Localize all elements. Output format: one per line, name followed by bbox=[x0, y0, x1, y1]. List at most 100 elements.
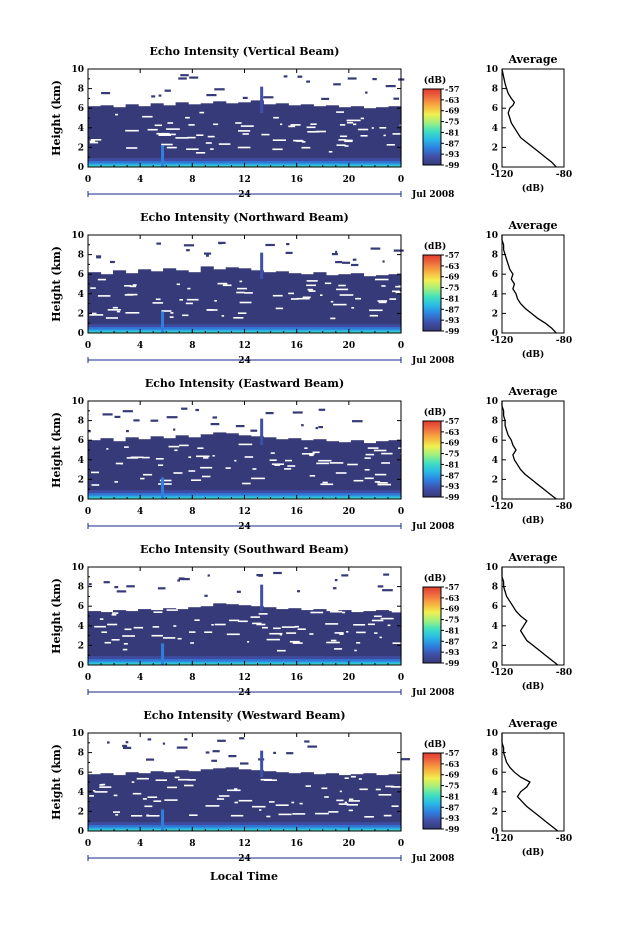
y-tick-label: 2 bbox=[78, 641, 84, 651]
echo-gap bbox=[339, 633, 344, 635]
x-tick-label: 0 bbox=[398, 673, 404, 683]
echo-gap bbox=[131, 781, 135, 783]
echo-gap bbox=[166, 128, 180, 130]
echo-column bbox=[388, 611, 402, 665]
echo-gap bbox=[296, 297, 310, 300]
echo-patch bbox=[207, 574, 210, 577]
echo-gap bbox=[237, 287, 247, 290]
echo-patch bbox=[205, 254, 209, 257]
echo-patch bbox=[211, 759, 217, 762]
echo-gap bbox=[222, 284, 232, 287]
echo-gap bbox=[309, 454, 314, 457]
echo-column bbox=[213, 603, 227, 665]
echo-gap bbox=[204, 631, 213, 633]
echo-patch bbox=[370, 247, 381, 250]
echo-column bbox=[188, 437, 202, 499]
echo-gap bbox=[152, 302, 164, 304]
echo-gap bbox=[309, 633, 314, 635]
x-tick-label: 8 bbox=[189, 673, 195, 683]
echo-column bbox=[313, 439, 327, 499]
echo-patch bbox=[377, 585, 384, 588]
echo-gap bbox=[94, 625, 106, 628]
echo-gap bbox=[273, 116, 279, 119]
echo-gap bbox=[111, 614, 117, 616]
echo-patch bbox=[283, 75, 288, 78]
x-tick-label: 20 bbox=[343, 673, 356, 683]
average-y-tick-label: 4 bbox=[492, 788, 498, 798]
echo-gap bbox=[99, 618, 104, 620]
average-x-label: (dB) bbox=[522, 515, 544, 526]
average-y-tick-label: 4 bbox=[492, 456, 498, 466]
echo-gap bbox=[155, 779, 167, 781]
echo-gap bbox=[339, 135, 348, 138]
y-tick-label: 4 bbox=[78, 290, 84, 300]
echo-gap bbox=[301, 141, 306, 143]
echo-gap bbox=[251, 477, 265, 480]
echo-gap bbox=[175, 137, 189, 139]
echo-gap bbox=[131, 815, 143, 817]
average-y-tick-label: 8 bbox=[492, 749, 498, 759]
echo-gap bbox=[188, 124, 195, 126]
echo-gap bbox=[143, 473, 153, 476]
echo-patch bbox=[236, 590, 241, 593]
y-tick-label: 6 bbox=[78, 270, 84, 280]
y-tick-label: 8 bbox=[78, 583, 84, 593]
average-x-tick-label: -120 bbox=[491, 668, 514, 678]
y-tick-label: 6 bbox=[78, 768, 84, 778]
echo-gap bbox=[334, 632, 344, 634]
echo-column bbox=[250, 270, 264, 333]
echo-gap bbox=[316, 462, 329, 465]
echo-gap bbox=[355, 297, 361, 300]
echo-gap bbox=[288, 125, 296, 128]
echo-gap bbox=[161, 310, 172, 312]
echo-gap bbox=[354, 649, 357, 652]
average-y-tick-label: 2 bbox=[492, 807, 498, 817]
echo-patch bbox=[107, 741, 110, 744]
echo-patch bbox=[335, 261, 343, 264]
colorbar-tick-label: -99 bbox=[445, 658, 460, 668]
echo-gap bbox=[124, 446, 129, 448]
echo-gap bbox=[338, 284, 346, 287]
colorbar-title: (dB) bbox=[424, 407, 446, 418]
colorbar-tick-label: -93 bbox=[445, 149, 460, 159]
echo-gap bbox=[256, 623, 266, 626]
echo-gap bbox=[107, 309, 121, 311]
echo-gap bbox=[284, 468, 292, 470]
echo-patch bbox=[158, 94, 162, 97]
x-tick-label: 16 bbox=[290, 175, 303, 185]
echo-gap bbox=[318, 459, 332, 462]
echo-gap bbox=[339, 124, 346, 126]
echo-gap bbox=[353, 624, 366, 626]
echo-patch bbox=[218, 241, 226, 244]
x-tick-label: 12 bbox=[238, 673, 251, 683]
echo-gap bbox=[115, 113, 118, 116]
y-tick-label: 0 bbox=[78, 661, 84, 671]
echo-column bbox=[163, 772, 177, 831]
echo-gap bbox=[161, 143, 173, 146]
echo-gap bbox=[189, 814, 198, 816]
echo-patch bbox=[265, 412, 274, 415]
echo-gap bbox=[400, 452, 406, 455]
echo-column bbox=[225, 103, 239, 167]
echo-gap bbox=[237, 146, 251, 149]
echo-column bbox=[263, 607, 277, 665]
echo-column bbox=[238, 605, 252, 665]
echo-gap bbox=[391, 610, 401, 613]
colorbar-tick-label: -81 bbox=[445, 293, 459, 303]
echo-gap bbox=[398, 447, 410, 449]
echo-column bbox=[275, 271, 289, 333]
echo-column bbox=[175, 435, 189, 499]
echo-gap bbox=[375, 788, 381, 791]
echo-patch bbox=[212, 416, 217, 419]
echo-gap bbox=[234, 459, 237, 462]
average-frame bbox=[501, 400, 565, 500]
echo-gap bbox=[290, 124, 301, 126]
echo-gap bbox=[252, 622, 262, 625]
average-title: Average bbox=[507, 53, 557, 66]
echo-gap bbox=[159, 479, 172, 482]
echo-column bbox=[376, 610, 390, 665]
echo-gap bbox=[392, 133, 404, 135]
echo-patch bbox=[146, 758, 155, 761]
echo-gap bbox=[320, 294, 323, 296]
colorbar-tick-label: -93 bbox=[445, 315, 460, 325]
